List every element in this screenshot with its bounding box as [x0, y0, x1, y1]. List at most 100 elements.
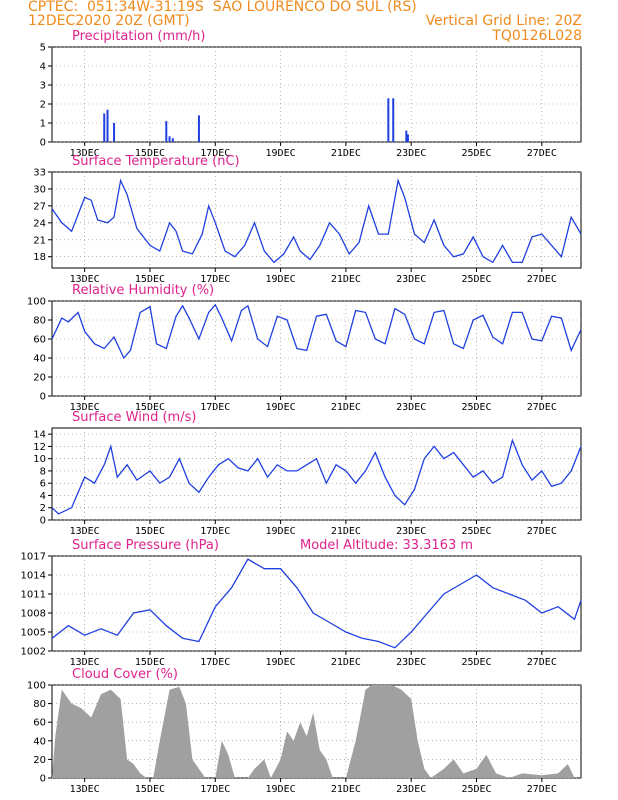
wind-xtick-label: 13DEC	[70, 526, 100, 537]
pressure-title: Surface Pressure (hPa)	[72, 538, 219, 553]
precip-bar	[165, 121, 168, 142]
pressure-ytick-label: 1014	[21, 571, 46, 582]
temp-xtick-label: 27DEC	[527, 274, 557, 285]
pressure-ytick-label: 1005	[21, 628, 46, 639]
humidity-xtick-label: 25DEC	[461, 402, 491, 413]
cloud-ytick-label: 40	[33, 736, 46, 747]
precip-ytick-label: 4	[40, 62, 46, 73]
cloud-xtick-label: 23DEC	[396, 784, 426, 795]
wind-ytick-label: 0	[40, 516, 46, 527]
pressure-ytick-label: 1017	[21, 552, 46, 563]
precip-bar	[406, 134, 409, 142]
wind-ytick-label: 8	[40, 466, 46, 477]
cloud-ytick-label: 0	[40, 774, 46, 785]
precip-xtick-label: 25DEC	[461, 148, 491, 159]
wind-xtick-label: 25DEC	[461, 526, 491, 537]
pressure-frame	[51, 555, 582, 652]
precip-xtick-label: 23DEC	[396, 148, 426, 159]
temp-xtick-label: 21DEC	[331, 274, 361, 285]
header-location: CPTEC: 051:34W-31:19S SAO LOURENCO DO SU…	[28, 0, 417, 15]
temp-ytick-label: 24	[33, 218, 46, 229]
wind-xtick-label: 23DEC	[396, 526, 426, 537]
wind-ytick-label: 4	[40, 491, 46, 502]
cloud-xtick-label: 21DEC	[331, 784, 361, 795]
pressure-xtick-label: 19DEC	[266, 657, 296, 668]
humidity-ytick-label: 40	[33, 354, 46, 365]
temp-ytick-label: 30	[33, 184, 46, 195]
wind-xtick-label: 21DEC	[331, 526, 361, 537]
humidity-xtick-label: 23DEC	[396, 402, 426, 413]
wind-ytick-label: 6	[40, 479, 46, 490]
header-model-id: TQ0126L028	[492, 28, 582, 44]
cloud-ytick-label: 20	[33, 755, 46, 766]
precip-ytick-label: 0	[40, 138, 46, 149]
precip-ytick-label: 2	[40, 100, 46, 111]
humidity-ytick-label: 100	[27, 297, 46, 308]
cloud-xtick-label: 15DEC	[135, 784, 165, 795]
pressure-xtick-label: 21DEC	[331, 657, 361, 668]
wind-ytick-label: 12	[33, 442, 46, 453]
cloud-area	[52, 685, 581, 778]
precip-bar	[168, 136, 171, 142]
cloud-ytick-label: 80	[33, 699, 46, 710]
precip-bar	[197, 115, 200, 142]
temp-ytick-label: 33	[33, 168, 46, 179]
humidity-xtick-label: 21DEC	[331, 402, 361, 413]
header-date: 12DEC2020 20Z (GMT)	[28, 13, 190, 29]
cloud-xtick-label: 27DEC	[527, 784, 557, 795]
precip-bar	[106, 109, 109, 142]
wind-xtick-label: 19DEC	[266, 526, 296, 537]
cloud-xtick-label: 17DEC	[200, 784, 230, 795]
humidity-xtick-label: 27DEC	[527, 402, 557, 413]
pressure-xtick-label: 23DEC	[396, 657, 426, 668]
wind-xtick-label: 15DEC	[135, 526, 165, 537]
wind-ytick-label: 14	[33, 430, 46, 441]
temp-title: Surface Temperature (nC)	[72, 154, 240, 169]
cloud-ytick-label: 100	[27, 681, 46, 692]
temp-xtick-label: 13DEC	[70, 274, 100, 285]
precip-bar	[387, 98, 390, 142]
wind-frame	[51, 427, 582, 521]
temp-ytick-label: 21	[33, 235, 46, 246]
humidity-ytick-label: 0	[40, 392, 46, 403]
humidity-xtick-label: 19DEC	[266, 402, 296, 413]
pressure-xtick-label: 25DEC	[461, 657, 491, 668]
temp-xtick-label: 17DEC	[200, 274, 230, 285]
pressure-xtick-label: 15DEC	[135, 657, 165, 668]
pressure-annotation: Model Altitude: 33.3163 m	[300, 538, 473, 553]
cloud-ytick-label: 60	[33, 718, 46, 729]
humidity-ytick-label: 80	[33, 316, 46, 327]
wind-xtick-label: 27DEC	[527, 526, 557, 537]
humidity-xtick-label: 13DEC	[70, 402, 100, 413]
precip-ytick-label: 5	[40, 43, 46, 54]
temp-xtick-label: 23DEC	[396, 274, 426, 285]
precip-bar	[171, 138, 174, 142]
wind-title: Surface Wind (m/s)	[72, 410, 196, 425]
precip-xtick-label: 27DEC	[527, 148, 557, 159]
humidity-xtick-label: 17DEC	[200, 402, 230, 413]
cloud-title: Cloud Cover (%)	[72, 667, 178, 682]
pressure-line	[51, 558, 582, 649]
temp-xtick-label: 15DEC	[135, 274, 165, 285]
pressure-xtick-label: 17DEC	[200, 657, 230, 668]
temp-xtick-label: 25DEC	[461, 274, 491, 285]
humidity-xtick-label: 15DEC	[135, 402, 165, 413]
precip-xtick-label: 19DEC	[266, 148, 296, 159]
temp-ytick-label: 27	[33, 201, 46, 212]
temp-line	[51, 178, 582, 264]
humidity-line	[51, 303, 582, 360]
precip-bar	[392, 98, 395, 142]
precip-xtick-label: 15DEC	[135, 148, 165, 159]
precip-ytick-label: 1	[40, 119, 46, 130]
precip-bar	[103, 113, 106, 142]
precip-xtick-label: 17DEC	[200, 148, 230, 159]
pressure-xtick-label: 13DEC	[70, 657, 100, 668]
precip-bar	[405, 130, 408, 142]
humidity-title: Relative Humidity (%)	[72, 283, 214, 298]
precip-xtick-label: 21DEC	[331, 148, 361, 159]
pressure-ytick-label: 1011	[21, 590, 46, 601]
precip-bar	[113, 123, 116, 142]
precip-ytick-label: 3	[40, 81, 46, 92]
wind-ytick-label: 2	[40, 503, 46, 514]
